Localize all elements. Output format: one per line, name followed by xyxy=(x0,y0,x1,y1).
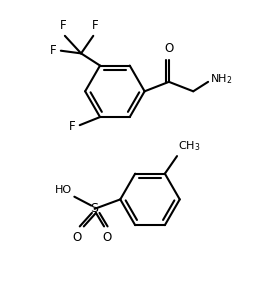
Text: NH$_2$: NH$_2$ xyxy=(210,72,233,86)
Text: S: S xyxy=(91,202,99,215)
Text: O: O xyxy=(102,231,111,244)
Text: O: O xyxy=(164,42,174,55)
Text: F: F xyxy=(50,44,57,57)
Text: O: O xyxy=(72,231,82,244)
Text: CH$_3$: CH$_3$ xyxy=(177,140,200,154)
Text: F: F xyxy=(60,19,66,32)
Text: HO: HO xyxy=(55,185,72,194)
Text: F: F xyxy=(69,120,76,133)
Text: F: F xyxy=(92,19,99,32)
